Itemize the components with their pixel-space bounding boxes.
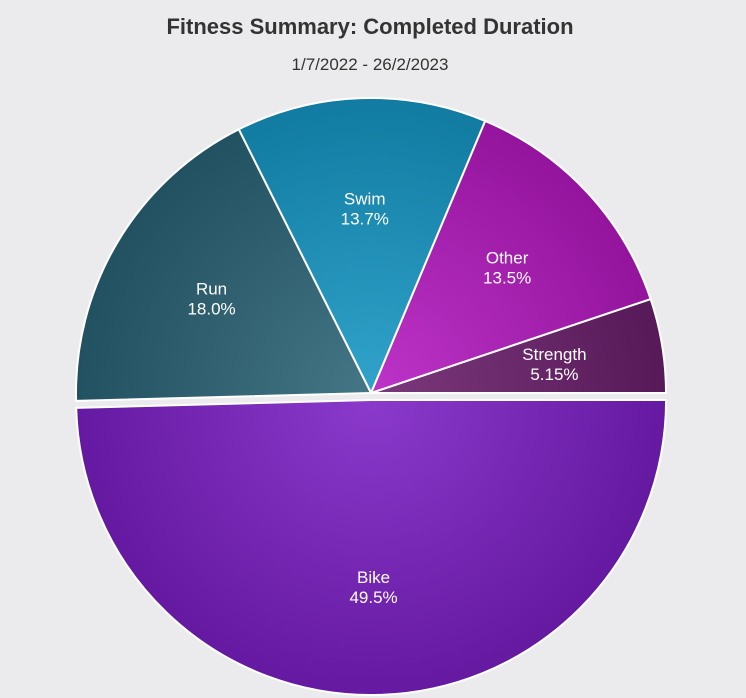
pie-slice-run[interactable] — [75, 128, 372, 402]
slice-percent-bike: 49.5% — [349, 588, 397, 607]
pie-slice-swim[interactable] — [237, 97, 487, 394]
slice-label-other: Other — [486, 248, 529, 267]
slice-percent-other: 13.5% — [483, 268, 531, 287]
slice-percent-run: 18.0% — [187, 300, 235, 319]
chart-subtitle: 1/7/2022 - 26/2/2023 — [291, 55, 449, 74]
pie-slice-bike[interactable] — [75, 398, 668, 696]
pie-slice-other[interactable] — [370, 119, 652, 394]
chart-title: Fitness Summary: Completed Duration — [166, 14, 574, 39]
pie-slices — [75, 97, 668, 696]
slice-percent-strength: 5.15% — [530, 365, 578, 384]
slice-percent-swim: 13.7% — [341, 209, 389, 228]
slice-label-bike: Bike — [357, 568, 390, 587]
slice-label-swim: Swim — [344, 189, 386, 208]
slice-label-strength: Strength — [522, 345, 586, 364]
slice-label-run: Run — [196, 280, 227, 299]
